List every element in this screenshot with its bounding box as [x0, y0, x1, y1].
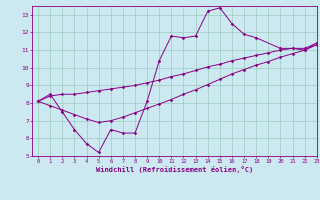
X-axis label: Windchill (Refroidissement éolien,°C): Windchill (Refroidissement éolien,°C) — [96, 166, 253, 173]
